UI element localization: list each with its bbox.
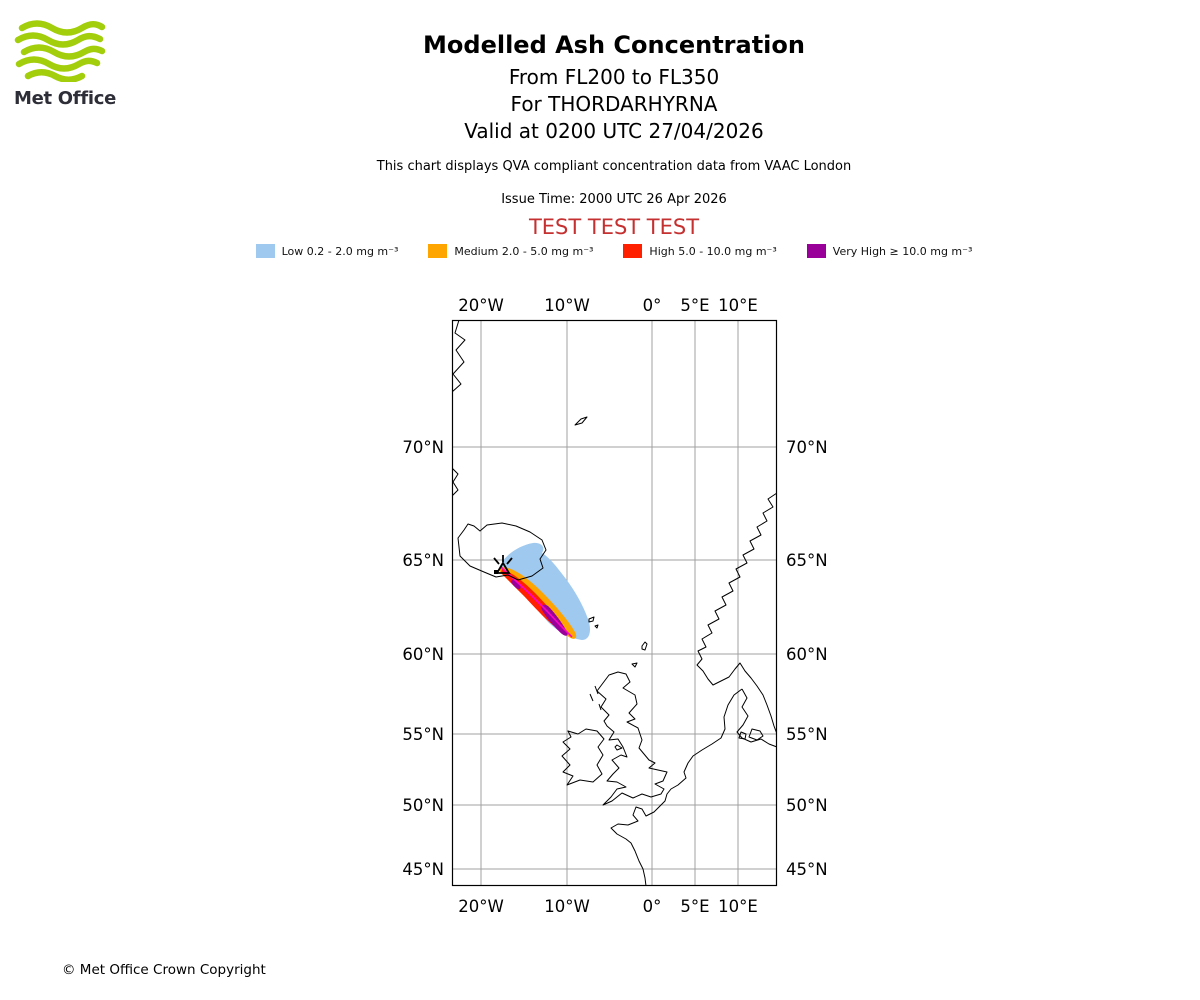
lon-label-top-10w: 10°W <box>544 296 590 315</box>
coastline-great-britain <box>596 671 668 806</box>
map-container: 20°W 10°W 0° 5°E 10°E 20°W 10°W 0° 5°E 1… <box>390 288 850 918</box>
lon-label-top-5e: 5°E <box>680 296 709 315</box>
lat-label-right-70n: 70°N <box>786 438 828 457</box>
lon-label-bottom-10e: 10°E <box>718 897 758 916</box>
test-banner: TEST TEST TEST <box>528 215 700 239</box>
coastlines <box>452 320 777 886</box>
legend-swatch-very-high-icon <box>806 244 826 258</box>
legend-item-very-high: Very High ≥ 10.0 mg m⁻³ <box>806 244 973 258</box>
valid-time: Valid at 0200 UTC 27/04/2026 <box>464 119 764 143</box>
lat-label-right-45n: 45°N <box>786 860 828 879</box>
lon-label-bottom-20w: 20°W <box>458 897 504 916</box>
legend-item-medium: Medium 2.0 - 5.0 mg m⁻³ <box>428 244 593 258</box>
lon-labels-top: 20°W 10°W 0° 5°E 10°E <box>458 296 758 315</box>
lon-label-top-20w: 20°W <box>458 296 504 315</box>
ash-plume <box>499 542 590 640</box>
lon-label-top-0: 0° <box>643 296 662 315</box>
lat-labels-left: 70°N 65°N 60°N 55°N 50°N 45°N <box>402 438 444 879</box>
ash-plume-very-high-polygon <box>511 579 568 636</box>
volcano-name: For THORDARHYRNA <box>510 92 718 116</box>
legend-label-high: High 5.0 - 10.0 mg m⁻³ <box>649 244 777 258</box>
lat-label-right-55n: 55°N <box>786 725 828 744</box>
lat-label-left-45n: 45°N <box>402 860 444 879</box>
chart-title: Modelled Ash Concentration <box>423 31 805 59</box>
legend-swatch-high-icon <box>623 244 643 258</box>
lat-labels-right: 70°N 65°N 60°N 55°N 50°N 45°N <box>786 438 828 879</box>
met-office-logo: Met Office <box>14 20 124 109</box>
ash-plume-low-polygon <box>499 542 590 640</box>
concentration-legend: Low 0.2 - 2.0 mg m⁻³ Medium 2.0 - 5.0 mg… <box>28 244 1200 258</box>
legend-swatch-medium-icon <box>428 244 448 258</box>
coastline-isle-of-man <box>614 744 623 751</box>
coastline-north-sea-continent <box>610 688 743 886</box>
legend-swatch-low-icon <box>255 244 275 258</box>
lat-lon-grid <box>452 320 777 886</box>
legend-label-very-high: Very High ≥ 10.0 mg m⁻³ <box>832 244 973 258</box>
copyright-notice: © Met Office Crown Copyright <box>62 962 266 978</box>
lon-label-bottom-5e: 5°E <box>680 897 709 916</box>
coastline-danish-islands <box>738 728 764 741</box>
lat-label-left-50n: 50°N <box>402 796 444 815</box>
lat-label-left-55n: 55°N <box>402 725 444 744</box>
coastline-greenland <box>452 320 466 393</box>
coastline-baltic <box>736 688 777 748</box>
coastline-orkney <box>631 662 638 668</box>
lat-label-left-65n: 65°N <box>402 551 444 570</box>
lon-label-bottom-0: 0° <box>643 897 662 916</box>
coastline-shetland <box>641 641 648 651</box>
coastline-ireland <box>561 728 605 786</box>
ash-map: 20°W 10°W 0° 5°E 10°E 20°W 10°W 0° 5°E 1… <box>402 296 828 916</box>
lon-labels-bottom: 20°W 10°W 0° 5°E 10°E <box>458 897 758 916</box>
compliance-note: This chart displays QVA compliant concen… <box>376 159 852 174</box>
map-border <box>451 319 778 887</box>
lon-label-bottom-10w: 10°W <box>544 897 590 916</box>
coastline-hebrides <box>589 685 602 711</box>
met-office-logo-waves <box>14 20 106 83</box>
lat-label-left-70n: 70°N <box>402 438 444 457</box>
coastline-iceland <box>457 522 547 581</box>
lat-label-right-60n: 60°N <box>786 645 828 664</box>
issue-time: Issue Time: 2000 UTC 26 Apr 2026 <box>501 192 727 207</box>
lat-label-right-65n: 65°N <box>786 551 828 570</box>
lat-label-right-50n: 50°N <box>786 796 828 815</box>
lon-label-top-10e: 10°E <box>718 296 758 315</box>
legend-label-low: Low 0.2 - 2.0 mg m⁻³ <box>281 244 399 258</box>
coastline-jan-mayen <box>574 416 588 426</box>
coastline-faroes <box>588 616 599 629</box>
met-office-logo-text: Met Office <box>14 88 117 109</box>
volcano-icon <box>493 555 513 574</box>
legend-item-low: Low 0.2 - 2.0 mg m⁻³ <box>255 244 399 258</box>
legend-item-high: High 5.0 - 10.0 mg m⁻³ <box>623 244 777 258</box>
flight-level-range: From FL200 to FL350 <box>508 65 720 89</box>
lat-label-left-60n: 60°N <box>402 645 444 664</box>
legend-label-medium: Medium 2.0 - 5.0 mg m⁻³ <box>454 244 594 258</box>
coastline-norway <box>696 492 777 735</box>
